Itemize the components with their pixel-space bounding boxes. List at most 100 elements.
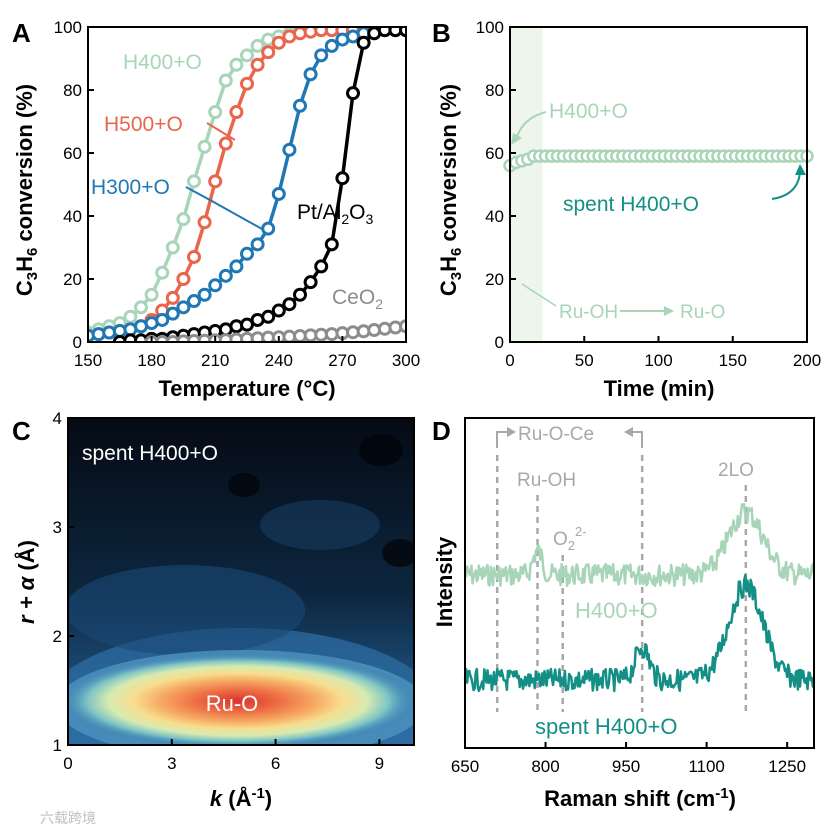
label-ceo2: CeO2: [332, 286, 383, 312]
panel-a-xtick-label: 300: [392, 351, 420, 370]
data-point-pt: [314, 259, 329, 274]
panel-d-xtick-label: 800: [531, 757, 559, 776]
data-point-h400: [123, 309, 138, 324]
data-point-pt: [282, 297, 297, 312]
label-d-h400: H400+O: [575, 598, 658, 623]
data-point-h400: [176, 212, 191, 227]
heatmap-dark-spot-3: [228, 473, 260, 497]
data-point-h300: [155, 312, 170, 327]
panel-a-xlabel: Temperature (°C): [158, 376, 335, 401]
panel-a-xtick-label: 150: [74, 351, 102, 370]
data-point-h300: [282, 142, 297, 157]
data-point-h400: [250, 38, 265, 53]
panel-a-ytick-label: 40: [63, 207, 82, 226]
heatmap-peak: [68, 653, 414, 745]
data-point-h300: [293, 98, 307, 113]
data-point-h300: [324, 38, 339, 53]
data-point-ceo2: [155, 335, 170, 342]
heatmap-dark-spot-2: [382, 539, 414, 567]
data-point-ceo2: [165, 335, 180, 342]
data-point-h500: [218, 136, 233, 151]
data-point-h500: [240, 76, 254, 91]
label-h500: H500+O: [104, 113, 183, 136]
data-point-pt: [399, 27, 406, 38]
panel-a-series: [88, 27, 406, 342]
panel-c-xtick-label: 3: [167, 754, 176, 773]
panel-c-ytick-label: 3: [53, 518, 62, 537]
panel-b-ytick-label: 60: [485, 144, 504, 163]
panel-d-xtick-label: 950: [612, 757, 640, 776]
label-pt: Pt/Al2O3: [297, 201, 374, 227]
data-point-h300: [176, 300, 191, 315]
panel-b-ytick-label: 80: [485, 81, 504, 100]
heatmap-lobe: [68, 565, 305, 655]
data-point-h500: [197, 215, 212, 230]
label-d-o2: O22-: [553, 524, 587, 553]
panel-a-xtick-label: 180: [137, 351, 165, 370]
panel-b-ytick-label: 0: [495, 333, 504, 352]
panel-b-xtick-label: 0: [505, 351, 514, 370]
label-h400: H400+O: [123, 51, 202, 74]
panel-b-xtick-label: 200: [793, 351, 821, 370]
panel-d-ylabel: Intensity: [432, 536, 457, 627]
panel-a-ytick-label: 80: [63, 81, 82, 100]
data-point-h500: [250, 57, 265, 72]
label-b-ruoh: Ru-OH: [559, 302, 618, 323]
label-d-spent: spent H400+O: [535, 714, 677, 739]
panel-b-ytick-label: 20: [485, 270, 504, 289]
data-point-h300: [197, 287, 212, 302]
data-point-h400: [134, 300, 148, 315]
label-b-spent: spent H400+O: [563, 193, 699, 216]
bracket-ruoce-head-left: [507, 427, 516, 437]
panel-b-ytick-label: 100: [476, 18, 504, 37]
panel-a-xtick-label: 270: [328, 351, 356, 370]
label-h300: H300+O: [91, 176, 170, 199]
data-point-ceo2: [399, 319, 406, 334]
panel-a-ytick-label: 60: [63, 144, 82, 163]
data-point-pt: [293, 287, 307, 302]
data-point-pt: [271, 303, 286, 318]
panel-a: A 150 180 210 240 270 300 0 20 40 60 80 100 Tempera…: [12, 18, 420, 401]
panel-d-xtick-label: 650: [451, 757, 479, 776]
panel-a-ytick-label: 0: [73, 333, 82, 352]
data-point-h300: [271, 186, 286, 201]
data-point-pt: [261, 309, 276, 324]
data-point-h400: [187, 174, 201, 189]
data-point-h400: [240, 48, 254, 63]
arrowhead-b-spent: [795, 164, 806, 175]
data-point-h300: [218, 268, 233, 283]
panel-d-xtick-label: 1100: [688, 757, 725, 776]
panel-b-ylabel: C3H6 conversion (%): [436, 84, 465, 296]
data-point-h500: [271, 35, 286, 50]
data-point-h500: [261, 45, 276, 60]
panel-b-letter: B: [432, 18, 451, 48]
data-point-pt: [324, 237, 339, 252]
panel-b-xtick-label: 150: [719, 351, 747, 370]
data-point-h500: [176, 272, 191, 286]
data-point-h400: [144, 287, 159, 302]
data-point-h300: [250, 237, 265, 252]
panel-b-series: [503, 149, 814, 173]
data-point-h300: [314, 48, 329, 63]
panel-c-ytick-label: 4: [53, 409, 62, 428]
panel-c-peak-label: Ru-O: [206, 691, 259, 716]
leader-b-ruoh: [521, 283, 557, 307]
data-point-h300: [208, 278, 223, 293]
data-point-h500: [208, 174, 223, 189]
arrow-b-spent: [771, 171, 801, 200]
panel-c-xlabel: k (Å-1): [210, 785, 272, 811]
heatmap-mid-lobe: [260, 500, 380, 550]
heatmap-dark-spot-1: [359, 434, 403, 466]
panel-c-axes-frame: [67, 417, 415, 746]
panel-d: D 650 800 950 1100 1250 Ru-O-Ce Ru-OH O22- 2…: [432, 416, 816, 811]
panel-d-xlabel: Raman shift (cm-1): [544, 785, 736, 811]
label-b-ruo: Ru-O: [680, 302, 725, 323]
panel-a-xtick-label: 240: [265, 351, 293, 370]
panel-a-letter: A: [12, 18, 31, 48]
spectrum-h400: [463, 502, 816, 588]
data-point-h300: [165, 306, 180, 321]
panel-b-xtick-label: 50: [575, 351, 594, 370]
label-d-ruoh: Ru-OH: [517, 470, 576, 491]
